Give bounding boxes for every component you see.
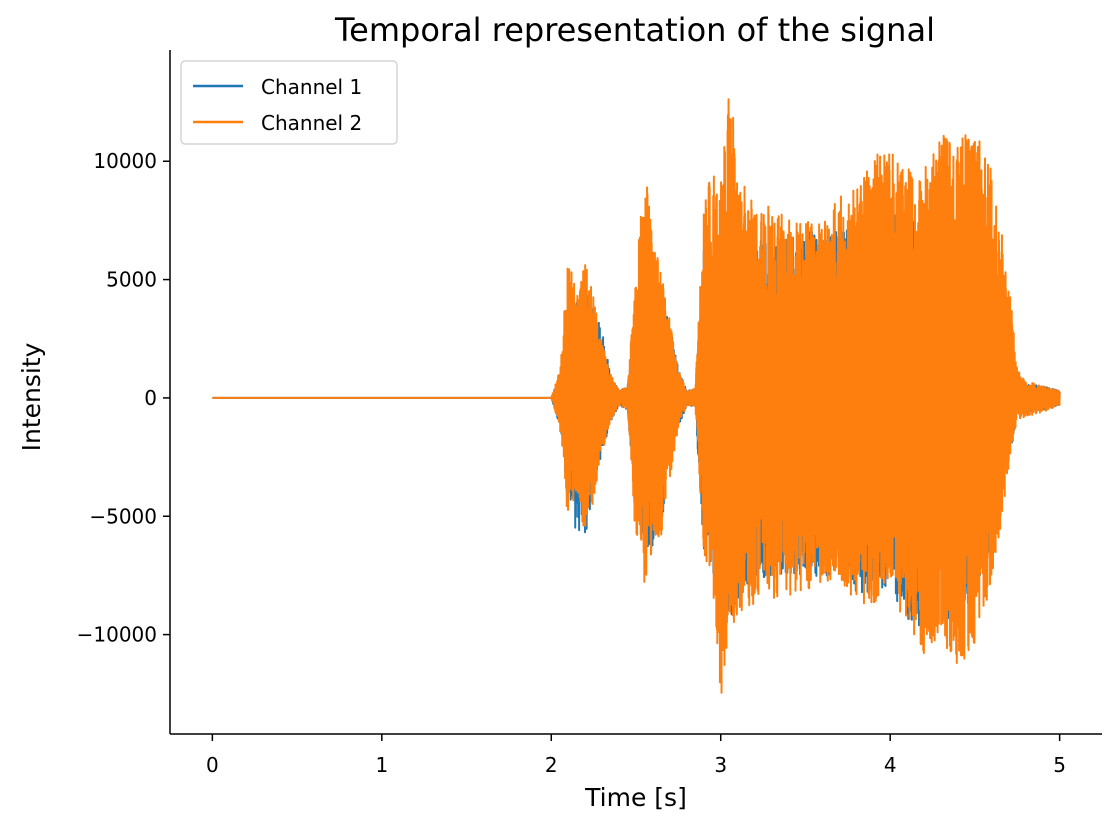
legend-label-channel-2: Channel 2: [261, 111, 362, 135]
series-layer: [211, 98, 1061, 694]
x-tick-label: 2: [545, 753, 558, 777]
legend: Channel 1 Channel 2: [180, 60, 398, 145]
y-tick-label: 5000: [106, 268, 157, 292]
x-tick-label: 4: [884, 753, 897, 777]
y-tick-label: 0: [144, 386, 157, 410]
x-tick-label: 1: [375, 753, 388, 777]
x-tick-label: 5: [1053, 753, 1066, 777]
x-tick-label: 3: [714, 753, 727, 777]
legend-label-channel-1: Channel 1: [261, 75, 362, 99]
y-axis-label: Intensity: [17, 342, 46, 451]
y-tick-label: −10000: [77, 623, 157, 647]
y-tick-label: −5000: [89, 504, 157, 528]
y-ticks: 10000 5000 0 −5000 −10000: [77, 149, 170, 647]
x-ticks: 0 1 2 3 4 5: [206, 734, 1066, 777]
x-axis-label: Time [s]: [584, 783, 687, 812]
chart-title: Temporal representation of the signal: [334, 11, 935, 49]
x-tick-label: 0: [206, 753, 219, 777]
y-tick-label: 10000: [93, 149, 157, 173]
series-line-channel-2: [211, 98, 1061, 694]
